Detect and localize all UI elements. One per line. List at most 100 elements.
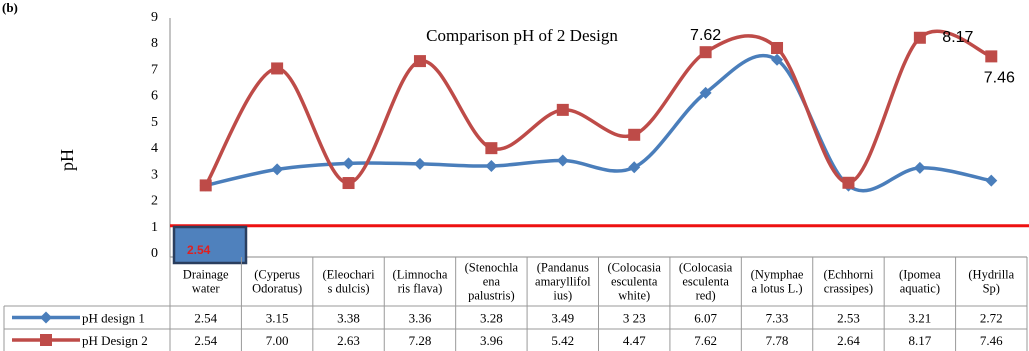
series-2-point [413, 55, 426, 68]
series-2-point [342, 177, 355, 190]
table-cell: 7.46 [980, 333, 1003, 348]
category-label: aquatic) [900, 282, 940, 296]
y-tick-label: 3 [151, 167, 158, 182]
table-cell: 3.49 [551, 311, 574, 326]
y-tick-label: 5 [151, 115, 158, 130]
legend-label: pH Design 2 [82, 333, 148, 348]
category-label: (Colocasia [607, 261, 661, 275]
series-markers [199, 31, 998, 192]
table-cell: 3 23 [623, 311, 646, 326]
table-cell: 3.28 [480, 311, 503, 326]
table-cell: 3.15 [266, 311, 289, 326]
series-2-point [271, 62, 284, 75]
y-tick-label: 2 [151, 194, 158, 209]
series-2-point [699, 46, 712, 59]
y-tick-label: 7 [151, 62, 158, 77]
series-2-point [628, 128, 641, 141]
table-cell: 2.54 [194, 333, 217, 348]
category-label: palustris) [468, 289, 515, 303]
y-tick-label: 6 [151, 89, 158, 104]
category-label: amaryllifol [535, 275, 591, 289]
table-cell: 5.42 [551, 333, 574, 348]
category-label: ius) [553, 289, 572, 303]
table-cell: 7.33 [766, 311, 789, 326]
category-label: esculenta [682, 275, 729, 289]
series-2-point [842, 176, 855, 189]
series-2-point [913, 31, 926, 44]
chart-title: Comparison pH of 2 Design [426, 26, 618, 45]
category-label: (Echhorni [823, 268, 874, 282]
data-label: 8.17 [942, 29, 973, 46]
series-2-point [556, 103, 569, 116]
table-cell: 6.07 [694, 311, 717, 326]
data-label: 7.62 [690, 27, 721, 44]
y-tick-label: 9 [151, 10, 158, 25]
category-label: (Eleochari [323, 268, 376, 282]
data-labels: 7.62 8.17 7.46 [690, 27, 1015, 86]
category-label: s dulcis) [328, 282, 370, 296]
category-label: (Ipomea [899, 268, 941, 282]
table-cell: 7.62 [694, 333, 717, 348]
legend-label: pH design 1 [82, 311, 145, 326]
category-label: esculenta [611, 275, 658, 289]
y-axis: 0 1 2 3 4 5 6 7 8 9 [151, 10, 158, 261]
category-label: white) [618, 289, 650, 303]
category-label: (Nymphae [751, 268, 804, 282]
callout-value: 2.54 [187, 243, 211, 257]
category-label: (Cyperus [254, 268, 300, 282]
series-1-point [771, 53, 784, 66]
series-1-point [913, 161, 926, 174]
table-cell: 2.53 [837, 311, 860, 326]
series-1-point [485, 159, 498, 172]
category-label: a lotus L.) [752, 282, 803, 296]
series-1-point [699, 86, 712, 99]
category-label: (Limnocha [393, 268, 448, 282]
category-label: Sp) [983, 282, 1000, 296]
series-line-2 [204, 29, 992, 187]
table-cell: 3.36 [409, 311, 432, 326]
table-cell: 3.96 [480, 333, 503, 348]
legend-marker-square [40, 334, 52, 346]
series-1-point [628, 161, 641, 174]
category-label: (Stenochla [465, 261, 519, 275]
category-label: (Hydrilla [968, 268, 1014, 282]
y-tick-label: 1 [151, 220, 158, 235]
corner-label: (b) [2, 0, 18, 15]
data-label: 7.46 [984, 69, 1015, 86]
table-cell: 2.72 [980, 311, 1003, 326]
value-callout: 2.54 [172, 225, 248, 265]
table-cell: 3.38 [337, 311, 360, 326]
table-cell: 4.47 [623, 333, 646, 348]
series-2-point [771, 41, 784, 54]
series-1-point [342, 157, 355, 170]
legend-marker-diamond [40, 311, 52, 324]
category-label: water [192, 282, 221, 296]
series-2-point [485, 142, 498, 155]
table-cell: 2.63 [337, 333, 360, 348]
category-label: ena [483, 275, 501, 289]
table-cell: 7.78 [766, 333, 789, 348]
series-2-point [199, 179, 212, 192]
y-tick-label: 8 [151, 36, 158, 51]
y-axis-label: pH [57, 149, 77, 171]
series-1-point [271, 163, 284, 176]
category-label: crassipes) [824, 282, 873, 296]
table-cell: 7.00 [266, 333, 289, 348]
category-label: red) [696, 289, 716, 303]
series-1-point [556, 154, 569, 167]
table-cell: 8.17 [909, 333, 932, 348]
table-cell: 3.21 [909, 311, 932, 326]
category-label: (Colocasia [679, 261, 733, 275]
y-tick-label: 4 [151, 141, 158, 156]
series-2-point [985, 50, 998, 63]
series-1-point [985, 174, 998, 187]
category-label: Drainage [183, 268, 229, 282]
category-label: ris flava) [398, 282, 443, 296]
callout-box [172, 225, 248, 265]
y-tick-label: 0 [151, 246, 158, 261]
table-cell: 7.28 [409, 333, 432, 348]
category-label: (Pandanus [537, 261, 589, 275]
category-label: Odoratus) [252, 282, 302, 296]
